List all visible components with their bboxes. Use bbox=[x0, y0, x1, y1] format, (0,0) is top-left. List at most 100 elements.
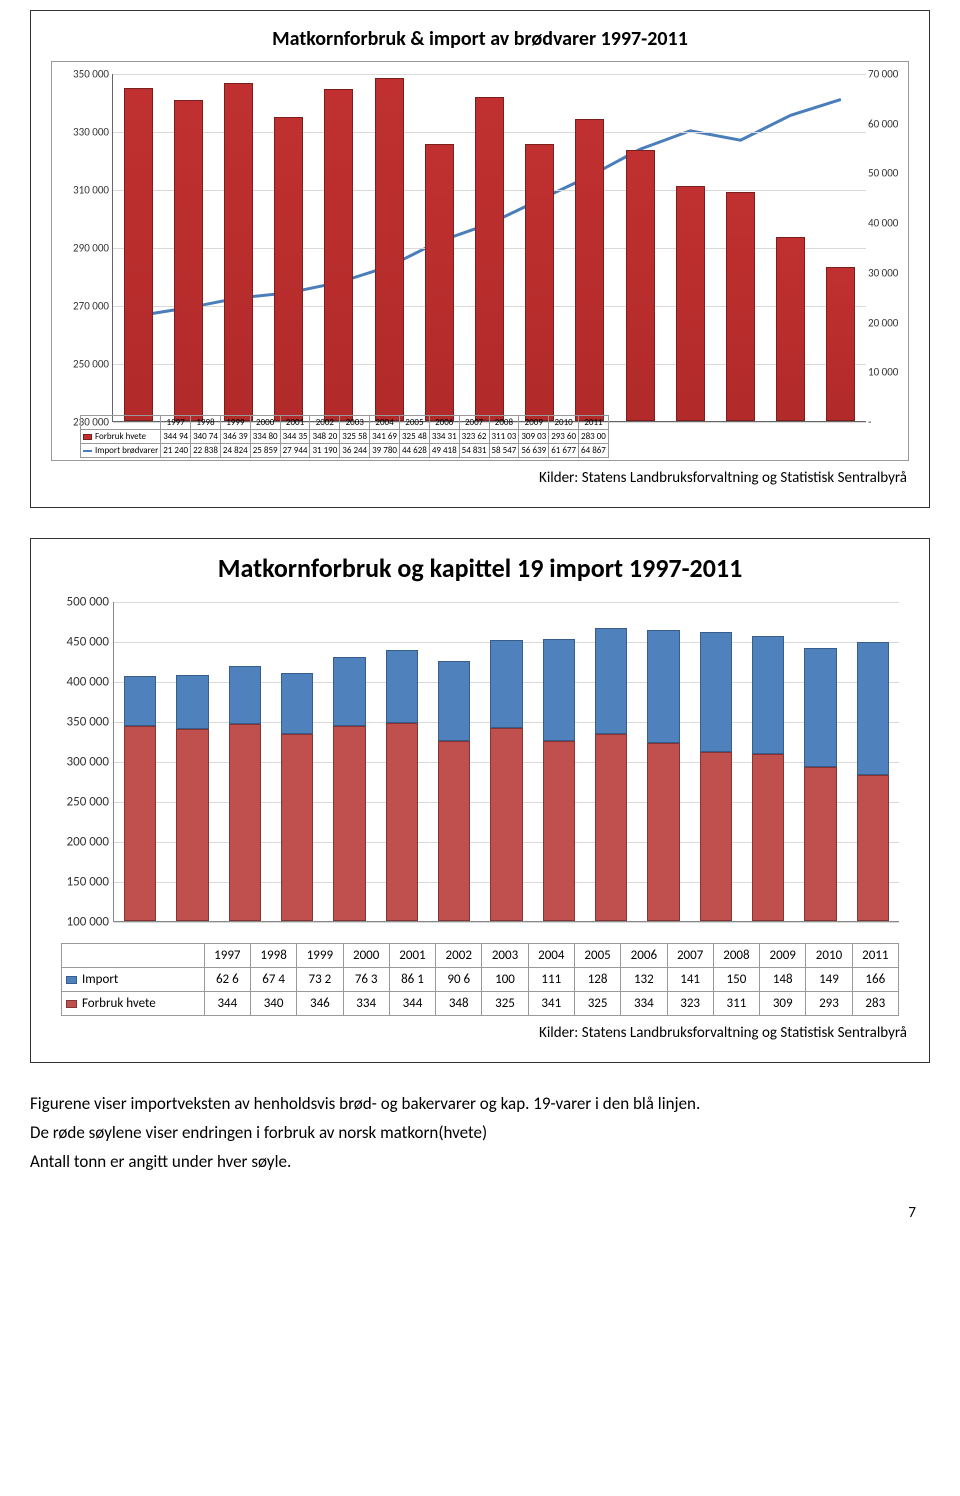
chart2-xaxis-label: 1999 bbox=[297, 944, 343, 968]
chart1-line-value: 61 677 bbox=[549, 444, 579, 458]
chart1-bar bbox=[575, 119, 604, 421]
chart1-xaxis-label: 2006 bbox=[429, 416, 459, 430]
chart2-bar-upper bbox=[700, 632, 732, 752]
chart1-bar-value: 309 03 bbox=[519, 430, 549, 444]
chart1-yaxis-left-label: 350 000 bbox=[57, 68, 109, 81]
chart1-bar bbox=[726, 192, 755, 421]
chart1-yaxis-left-label: 270 000 bbox=[57, 300, 109, 313]
chart1-bar-value: 346 39 bbox=[220, 430, 250, 444]
chart2-upper-value: 100 bbox=[482, 968, 528, 992]
chart2-bar-upper bbox=[176, 675, 208, 729]
chart2-bar-upper bbox=[543, 639, 575, 741]
chart2-bar-upper bbox=[647, 630, 679, 743]
chart2-yaxis-label: 100 000 bbox=[51, 915, 109, 930]
chart2-xaxis-label: 2007 bbox=[667, 944, 713, 968]
chart1-xaxis-label: 2002 bbox=[310, 416, 340, 430]
chart1-yaxis-right-label: 60 000 bbox=[868, 117, 906, 130]
chart2-bar-lower bbox=[700, 752, 732, 921]
chart2-bar-lower bbox=[333, 726, 365, 921]
body-paragraph-3: Antall tonn er angitt under hver søyle. bbox=[30, 1151, 930, 1174]
chart2-bar-upper bbox=[281, 673, 313, 734]
chart2-upper-value: 90 6 bbox=[436, 968, 482, 992]
chart1-line-value: 27 944 bbox=[280, 444, 310, 458]
chart1-xaxis-label: 2005 bbox=[399, 416, 429, 430]
chart2-lower-value: 344 bbox=[204, 992, 250, 1016]
chart1-legend-line-label: Import brødvarer bbox=[95, 445, 158, 456]
chart1-xaxis-label: 2008 bbox=[489, 416, 519, 430]
chart2-lower-value: 325 bbox=[482, 992, 528, 1016]
chart1-yaxis-left-label: 310 000 bbox=[57, 184, 109, 197]
chart2-card: Matkornforbruk og kapittel 19 import 199… bbox=[30, 538, 930, 1063]
chart1-line-value: 39 780 bbox=[370, 444, 400, 458]
chart1-xaxis-label: 2000 bbox=[250, 416, 280, 430]
chart1-line-value: 64 867 bbox=[579, 444, 609, 458]
chart2-plot-box: 1997199819992000200120022003200420052006… bbox=[51, 596, 909, 1016]
chart1-xaxis-label: 1999 bbox=[220, 416, 250, 430]
chart1-yaxis-left-label: 250 000 bbox=[57, 358, 109, 371]
chart2-bar-upper bbox=[333, 657, 365, 726]
chart1-bar-value: 283 00 bbox=[579, 430, 609, 444]
chart1-legend-bar-label: Forbruk hvete bbox=[95, 431, 146, 442]
chart2-bar-lower bbox=[543, 741, 575, 921]
chart2-yaxis-label: 300 000 bbox=[51, 755, 109, 770]
chart1-title: Matkornforbruk & import av brødvarer 199… bbox=[51, 21, 909, 61]
chart2-yaxis-label: 200 000 bbox=[51, 835, 109, 850]
chart1-yaxis-left-label: 290 000 bbox=[57, 242, 109, 255]
chart1-line-value: 36 244 bbox=[340, 444, 370, 458]
chart1-line-value: 49 418 bbox=[429, 444, 459, 458]
chart1-xaxis-label: 2004 bbox=[370, 416, 400, 430]
chart2-upper-value: 111 bbox=[528, 968, 574, 992]
chart1-line-value: 56 639 bbox=[519, 444, 549, 458]
chart1-bar-value: 334 80 bbox=[250, 430, 280, 444]
chart2-xaxis-label: 1998 bbox=[250, 944, 296, 968]
chart2-bar-lower bbox=[176, 729, 208, 921]
chart2-upper-value: 86 1 bbox=[389, 968, 435, 992]
chart2-bar-upper bbox=[857, 642, 889, 775]
chart1-yaxis-right-label: 50 000 bbox=[868, 167, 906, 180]
chart2-upper-value: 149 bbox=[806, 968, 852, 992]
chart2-yaxis-label: 400 000 bbox=[51, 675, 109, 690]
chart2-bar-upper bbox=[124, 676, 156, 726]
chart1-bar bbox=[124, 88, 153, 421]
chart2-upper-value: 73 2 bbox=[297, 968, 343, 992]
chart2-yaxis-label: 350 000 bbox=[51, 715, 109, 730]
chart2-upper-value: 150 bbox=[713, 968, 759, 992]
chart2-bar-lower bbox=[857, 775, 889, 921]
chart1-bar-value: 311 03 bbox=[489, 430, 519, 444]
chart1-bar bbox=[174, 100, 203, 421]
chart1-xaxis-label: 2003 bbox=[340, 416, 370, 430]
chart1-bar-value: 344 94 bbox=[161, 430, 191, 444]
chart2-bar-lower bbox=[438, 741, 470, 921]
chart2-bar-lower bbox=[124, 726, 156, 921]
chart1-yaxis-right-label: - bbox=[868, 416, 906, 429]
chart1-bar-value: 341 69 bbox=[370, 430, 400, 444]
chart1-yaxis-right-label: 20 000 bbox=[868, 316, 906, 329]
chart1-bar-value: 348 20 bbox=[310, 430, 340, 444]
chart2-bar-upper bbox=[752, 636, 784, 754]
chart2-upper-value: 76 3 bbox=[343, 968, 389, 992]
chart1-bar-value: 340 74 bbox=[191, 430, 221, 444]
chart1-source: Kilder: Statens Landbruksforvaltning og … bbox=[51, 469, 907, 487]
chart1-line-value: 21 240 bbox=[161, 444, 191, 458]
chart1-xaxis-label: 2011 bbox=[579, 416, 609, 430]
chart2-xaxis-label: 2011 bbox=[852, 944, 898, 968]
chart2-bar-lower bbox=[490, 728, 522, 921]
chart2-plot-area bbox=[113, 602, 899, 922]
chart1-bar bbox=[525, 144, 554, 421]
chart2-xaxis-label: 2005 bbox=[574, 944, 620, 968]
chart1-line-value: 25 859 bbox=[250, 444, 280, 458]
chart1-bar-value: 344 35 bbox=[280, 430, 310, 444]
chart2-bar-upper bbox=[438, 661, 470, 741]
chart2-bar-lower bbox=[595, 734, 627, 921]
chart2-lower-value: 311 bbox=[713, 992, 759, 1016]
chart1-bar-value: 334 31 bbox=[429, 430, 459, 444]
chart1-xaxis-label: 2007 bbox=[459, 416, 489, 430]
chart2-upper-value: 141 bbox=[667, 968, 713, 992]
chart1-bar bbox=[475, 97, 504, 421]
chart2-xaxis-label: 2002 bbox=[436, 944, 482, 968]
chart1-bar bbox=[626, 150, 655, 421]
chart1-bar bbox=[826, 267, 855, 421]
chart1-yaxis-right-label: 40 000 bbox=[868, 217, 906, 230]
body-paragraph-2: De røde søylene viser endringen i forbru… bbox=[30, 1122, 930, 1145]
chart2-bar-upper bbox=[804, 648, 836, 767]
